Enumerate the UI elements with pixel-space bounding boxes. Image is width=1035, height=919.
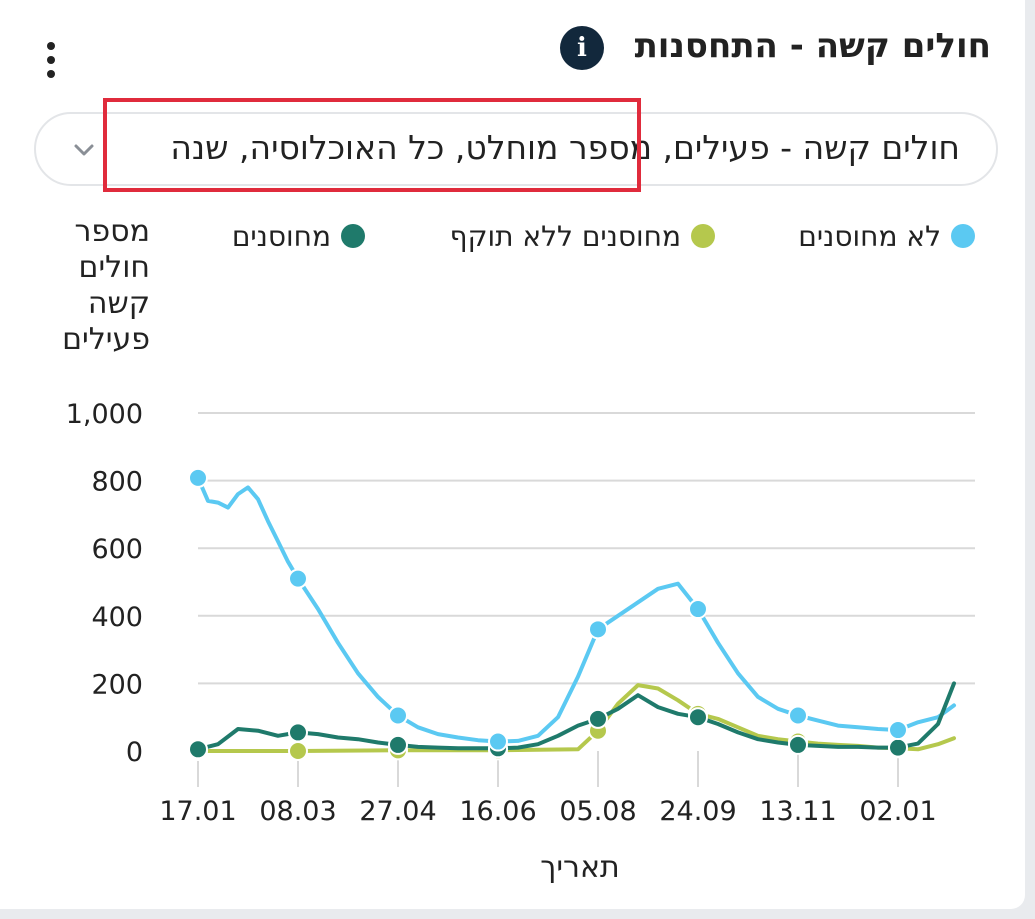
line-chart: 0 200 400 600 800 1,000 17.01 08.03 27.04 16.06 05… (66, 399, 975, 827)
chart-card: חולים קשה - התחסנות i חולים קשה - פעילים… (0, 0, 1025, 909)
y-tick-label: 200 (91, 669, 143, 700)
legend-item-expired[interactable]: מחוסנים ללא תוקף (450, 218, 715, 254)
data-point-unvaccinated (688, 599, 708, 620)
series-line-expired (196, 683, 956, 753)
more-options-icon[interactable] (36, 40, 66, 84)
y-tick-label: 400 (91, 602, 143, 633)
legend-dot-expired (691, 224, 715, 248)
y-tick-label: 600 (91, 534, 143, 565)
data-point-vaccinated (888, 737, 908, 758)
metric-select[interactable]: חולים קשה - פעילים, מספר מוחלט, כל האוכל… (34, 112, 998, 186)
x-tick-label: 08.03 (259, 796, 336, 827)
data-point-vaccinated (788, 734, 808, 755)
data-point-vaccinated (188, 739, 208, 760)
data-point-vaccinated (388, 734, 408, 755)
data-point-expired (288, 741, 308, 761)
data-point-vaccinated (288, 722, 308, 743)
series-line-unvaccinated (196, 475, 956, 744)
data-point-unvaccinated (488, 731, 508, 752)
data-point-unvaccinated (888, 720, 908, 741)
x-tick-label: 16.06 (459, 796, 536, 827)
x-tick-label: 27.04 (359, 796, 436, 827)
data-point-unvaccinated (788, 705, 808, 726)
metric-select-value: חולים קשה - פעילים, מספר מוחלט, כל האוכל… (170, 128, 960, 167)
data-point-unvaccinated (588, 619, 608, 640)
data-point-unvaccinated (388, 705, 408, 726)
legend-item-vaccinated[interactable]: מחוסנים (232, 218, 365, 254)
legend-label-unvaccinated: לא מחוסנים (798, 219, 941, 253)
data-point-unvaccinated (288, 568, 308, 589)
info-icon[interactable]: i (560, 26, 604, 70)
x-tick-label: 13.11 (759, 796, 836, 827)
legend-dot-unvaccinated (951, 224, 975, 248)
x-tick-label: 24.09 (659, 796, 736, 827)
y-axis-label: מספר חולים קשה פעילים (62, 214, 150, 357)
data-point-vaccinated (588, 708, 608, 729)
page-title: חולים קשה - התחסנות (634, 26, 991, 66)
legend-item-unvaccinated[interactable]: לא מחוסנים (798, 218, 975, 254)
data-point-vaccinated (688, 707, 708, 728)
x-tick-label: 02.01 (859, 796, 936, 827)
y-tick-label: 800 (91, 467, 143, 498)
y-tick-label: 1,000 (66, 399, 143, 430)
x-tick-label: 05.08 (559, 796, 636, 827)
data-point-unvaccinated (188, 467, 208, 488)
chevron-down-icon (74, 144, 94, 156)
y-tick-label: 0 (126, 737, 143, 768)
legend-label-vaccinated: מחוסנים (231, 219, 331, 253)
legend-label-expired: מחוסנים ללא תוקף (449, 219, 681, 253)
x-tick-label: 17.01 (159, 796, 236, 827)
legend-dot-vaccinated (341, 224, 365, 248)
series-line-vaccinated (196, 681, 956, 752)
x-axis-label: תאריך (540, 850, 620, 885)
